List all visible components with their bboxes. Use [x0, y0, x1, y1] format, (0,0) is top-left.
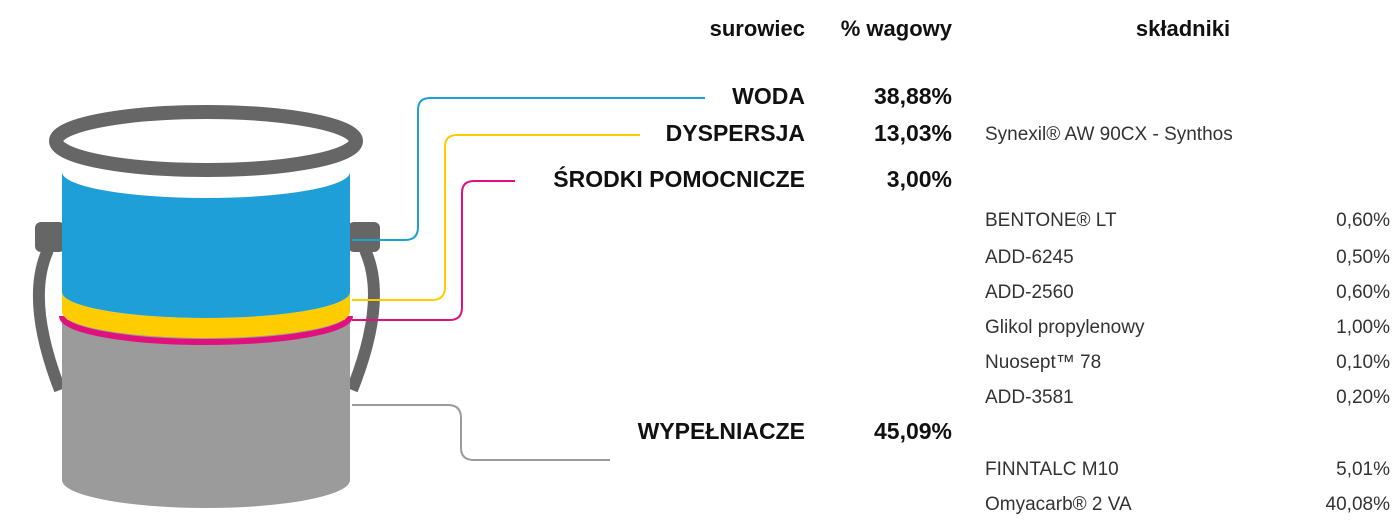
- component-weight: 0,60%: [1336, 282, 1390, 303]
- material-weight: 38,88%: [874, 83, 952, 109]
- material-weight: 3,00%: [887, 166, 952, 192]
- component-name: Nuosept™ 78: [985, 352, 1101, 373]
- material-name: DYSPERSJA: [666, 120, 805, 146]
- header-material: surowiec: [710, 16, 805, 41]
- component-name: ADD-2560: [985, 282, 1074, 303]
- component-weight: 40,08%: [1326, 494, 1391, 515]
- component-weight: 1,00%: [1336, 317, 1390, 338]
- header-weight: % wagowy: [841, 16, 953, 41]
- page: {"header": {"material": "surowiec", "wei…: [0, 0, 1394, 520]
- material-weight: 45,09%: [874, 418, 952, 444]
- leader-lines: [352, 98, 705, 460]
- component-name: Omyacarb® 2 VA: [985, 494, 1132, 515]
- component-name: FINNTALC M10: [985, 459, 1119, 480]
- component-weight: 0,20%: [1336, 387, 1390, 408]
- material-name: WYPEŁNIACZE: [638, 418, 805, 444]
- component-name: Glikol propylenowy: [985, 317, 1145, 338]
- component-name: Synexil® AW 90CX - Synthos: [985, 124, 1233, 145]
- bucket: [35, 112, 380, 508]
- header-components: składniki: [1136, 16, 1230, 41]
- component-weight: 0,60%: [1336, 210, 1390, 231]
- component-weight: 5,01%: [1336, 459, 1390, 480]
- component-name: ADD-3581: [985, 387, 1074, 408]
- component-weight: 0,10%: [1336, 352, 1390, 373]
- component-name: BENTONE® LT: [985, 210, 1117, 231]
- material-weight: 13,03%: [874, 120, 952, 146]
- material-name: ŚRODKI POMOCNICZE: [553, 165, 805, 192]
- material-name: WODA: [732, 83, 805, 109]
- component-weight: 0,50%: [1336, 247, 1390, 268]
- infographic: surowiec % wagowy składniki WODA 38,88% DY…: [0, 0, 1394, 520]
- component-name: ADD-6245: [985, 247, 1074, 268]
